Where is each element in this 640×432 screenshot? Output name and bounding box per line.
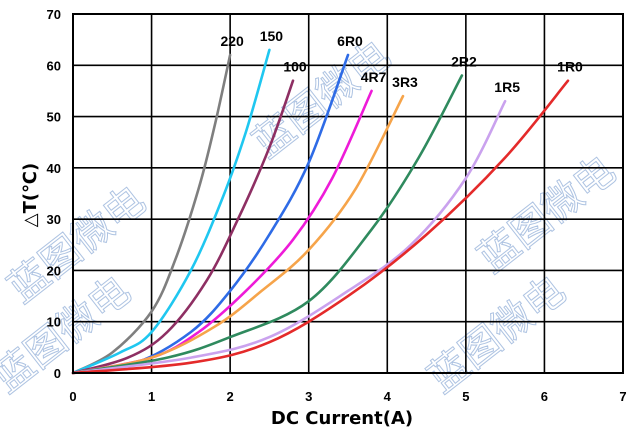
series-line-220 <box>71 53 232 375</box>
series-line-150 <box>71 48 271 375</box>
y-tick-label: 60 <box>47 58 61 73</box>
series-line-100 <box>71 79 295 375</box>
y-tick-label: 0 <box>54 366 61 381</box>
x-tick-label: 1 <box>148 389 155 404</box>
x-tick-label: 5 <box>462 389 469 404</box>
x-tick-label: 2 <box>227 389 234 404</box>
x-tick-label: 7 <box>619 389 626 404</box>
series-label-2r2: 2R2 <box>451 54 477 70</box>
series-label-4r7: 4R7 <box>361 69 387 85</box>
x-axis-label: DC Current(A) <box>271 408 413 429</box>
plot-frame <box>72 13 624 374</box>
x-tick-label: 0 <box>69 389 76 404</box>
series-label-220: 220 <box>220 33 244 49</box>
x-tick-label: 6 <box>541 389 548 404</box>
y-tick-label: 70 <box>47 7 61 22</box>
series-labels: 220 150 100 6R0 4R7 3R3 2R2 1R5 1R0 <box>220 28 583 95</box>
y-tick-label: 10 <box>47 315 61 330</box>
y-tick-label: 20 <box>47 263 61 278</box>
y-tick-label: 30 <box>47 212 61 227</box>
y-tick-label: 40 <box>47 161 61 176</box>
series-label-6r0: 6R0 <box>337 33 363 49</box>
y-axis-label: △T(℃) <box>20 163 41 227</box>
series-line-1r0 <box>71 79 570 375</box>
series-line-2r2 <box>71 74 464 375</box>
x-tick-label: 4 <box>384 389 392 404</box>
series-label-3r3: 3R3 <box>392 74 418 90</box>
series-label-100: 100 <box>283 59 307 75</box>
series-line-3r3 <box>71 94 405 375</box>
series-label-150: 150 <box>260 28 284 44</box>
series-line-1r5 <box>71 99 507 375</box>
x-tick-label: 3 <box>305 389 312 404</box>
series-label-1r0: 1R0 <box>557 59 583 75</box>
y-tick-label: 50 <box>47 110 61 125</box>
series-label-1r5: 1R5 <box>494 79 520 95</box>
watermark-text: 蓝图微电 <box>420 267 574 402</box>
series-curves <box>71 48 570 375</box>
